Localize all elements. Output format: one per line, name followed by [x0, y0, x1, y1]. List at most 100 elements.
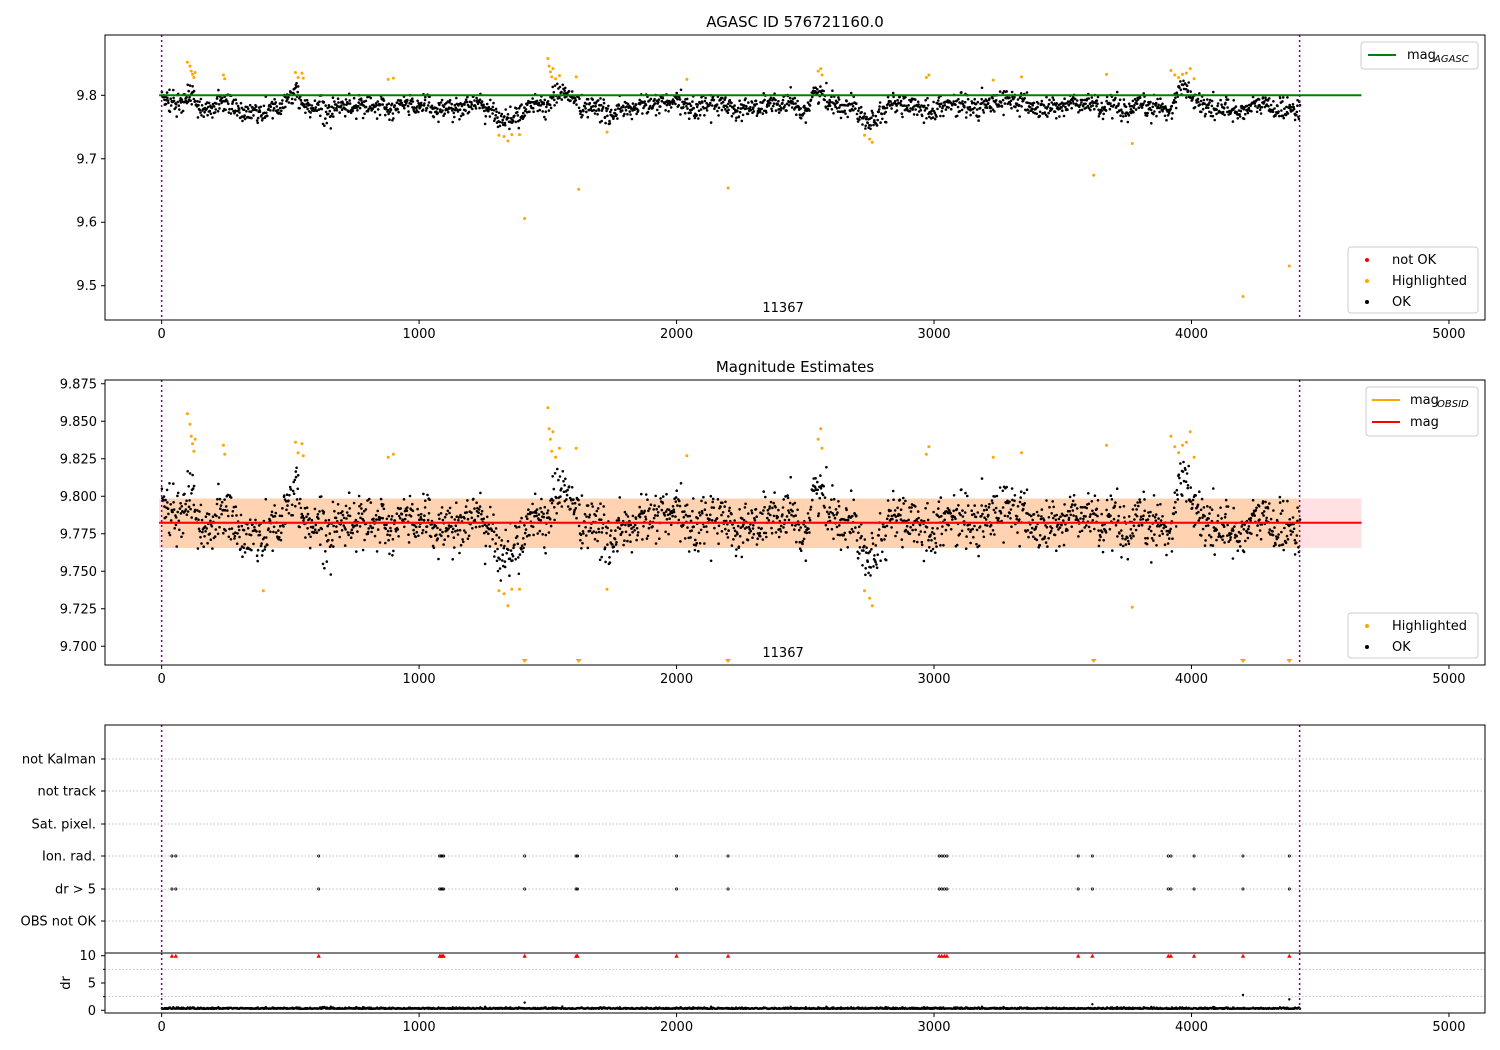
ok-point: [1181, 494, 1184, 497]
ok-point: [261, 549, 265, 553]
ok-point: [1071, 499, 1075, 503]
ok-point: [362, 509, 366, 513]
ok-point: [243, 114, 246, 117]
ok-point: [348, 102, 352, 105]
ok-point: [698, 113, 702, 117]
ok-point: [588, 529, 592, 533]
ok-point: [549, 106, 553, 110]
ok-point: [988, 502, 991, 506]
ok-point: [320, 527, 324, 531]
ok-point: [1261, 512, 1264, 515]
ok-point: [1022, 507, 1025, 511]
ok-point: [1168, 531, 1171, 534]
ok-point: [417, 101, 420, 105]
ok-point: [1278, 96, 1282, 100]
ok-point: [1211, 114, 1215, 118]
ok-point: [162, 498, 165, 502]
ok-point: [327, 538, 330, 542]
ok-point: [1186, 486, 1189, 490]
highlighted-point: [605, 130, 609, 134]
ok-point: [555, 496, 558, 500]
ok-point: [695, 113, 698, 117]
ok-point: [664, 109, 667, 112]
ok-point: [1162, 526, 1165, 530]
ok-point: [901, 545, 904, 549]
ok-point: [272, 530, 275, 534]
ok-point: [667, 532, 670, 536]
ok-point: [823, 496, 827, 499]
ok-point: [1255, 534, 1259, 537]
ok-point: [796, 99, 799, 103]
ok-point: [191, 487, 195, 491]
ok-point: [601, 526, 604, 530]
ok-point: [822, 484, 825, 488]
ok-point: [606, 107, 609, 110]
ok-point: [443, 538, 447, 541]
ok-point: [689, 536, 692, 539]
ok-point: [1115, 487, 1119, 491]
ok-point: [1220, 517, 1223, 520]
ok-point: [845, 99, 848, 103]
ok-point: [944, 528, 948, 532]
ok-point: [760, 107, 763, 111]
ok-point: [309, 111, 312, 114]
ok-point: [359, 516, 362, 520]
ok-point: [1198, 490, 1201, 494]
ok-point: [228, 107, 231, 111]
ok-point: [1018, 518, 1021, 521]
ok-point: [192, 89, 196, 93]
ok-point: [871, 542, 875, 545]
ok-point: [584, 107, 587, 110]
ok-point: [684, 101, 688, 105]
ok-point: [1134, 108, 1138, 111]
ok-point: [274, 101, 278, 104]
ok-point: [1061, 109, 1064, 112]
ok-point: [1200, 534, 1203, 537]
ok-point: [612, 115, 616, 118]
ok-point: [547, 531, 551, 534]
flag-point: [1169, 854, 1173, 858]
ok-point: [1277, 110, 1280, 113]
ok-point: [1069, 101, 1073, 105]
ok-point: [616, 549, 619, 553]
ok-point: [710, 98, 714, 102]
ok-point: [512, 546, 515, 550]
highlighted-point: [1287, 264, 1291, 268]
ok-point: [546, 100, 550, 103]
ok-point: [532, 110, 535, 113]
ok-point: [376, 509, 380, 513]
ok-point: [204, 530, 207, 533]
ok-point: [720, 530, 724, 533]
ok-point: [324, 117, 327, 120]
ok-point: [977, 554, 980, 558]
ok-point: [318, 510, 321, 513]
highlighted-point: [1177, 451, 1181, 455]
ok-point: [801, 540, 805, 543]
ok-point: [903, 519, 906, 522]
ok-point: [1246, 531, 1249, 534]
ok-point: [1208, 506, 1212, 509]
ok-point: [352, 501, 356, 505]
ok-point: [1210, 104, 1214, 108]
ok-point: [597, 109, 601, 112]
ok-point: [489, 505, 492, 509]
ok-point: [310, 518, 314, 522]
ok-point: [982, 535, 986, 539]
ok-point: [836, 533, 840, 537]
ok-point: [1013, 499, 1016, 503]
ok-point: [393, 104, 397, 107]
ok-point: [492, 530, 496, 534]
ok-point: [832, 112, 835, 115]
ok-point: [1009, 99, 1013, 103]
ok-point: [311, 525, 315, 529]
ok-point: [416, 507, 419, 511]
ok-point: [910, 506, 913, 509]
flag-point: [1076, 887, 1080, 891]
highlighted-point: [546, 406, 550, 410]
ok-point: [925, 549, 928, 552]
ok-point: [1187, 464, 1190, 468]
x-tick-label: 5000: [1432, 327, 1465, 342]
ok-point: [1120, 529, 1123, 532]
highlighted-point: [188, 64, 192, 68]
ok-point: [578, 97, 581, 101]
